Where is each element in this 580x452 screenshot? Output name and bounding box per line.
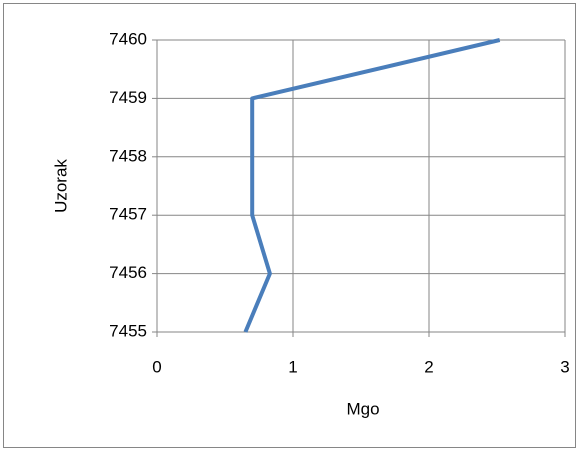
x-tick-label: 3 (560, 357, 569, 376)
y-tick-label: 7459 (109, 88, 147, 107)
x-tick-label: 1 (288, 357, 297, 376)
y-tick-label: 7455 (109, 321, 147, 340)
x-tick-label: 0 (152, 357, 161, 376)
x-tick-label: 2 (424, 357, 433, 376)
y-axis-label: Uzorak (51, 159, 70, 213)
y-tick-label: 7456 (109, 263, 147, 282)
data-line (243, 38, 501, 333)
y-tick-label: 7457 (109, 205, 147, 224)
y-tick-label: 7458 (109, 146, 147, 165)
x-axis-label: Mgo (346, 399, 379, 418)
chart-frame (3, 3, 576, 448)
y-tick-label: 7460 (109, 29, 147, 48)
